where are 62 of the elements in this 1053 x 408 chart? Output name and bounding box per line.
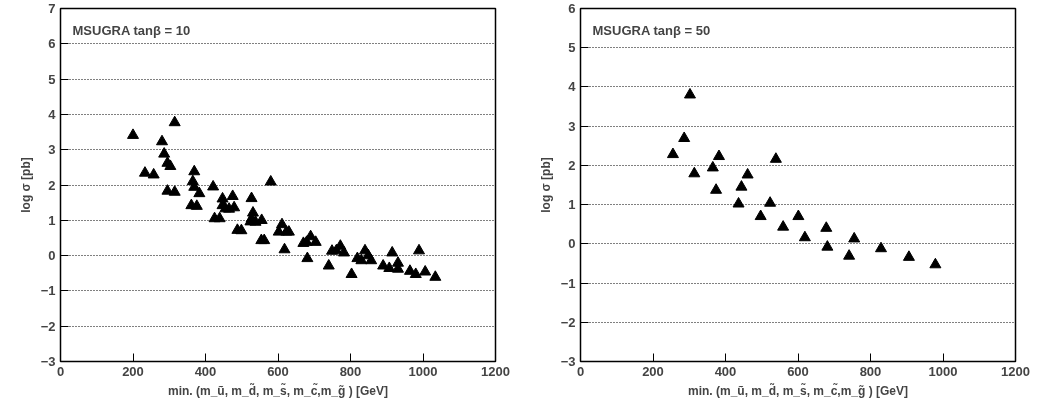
x-tick-label: 800: [859, 363, 882, 379]
point: [792, 209, 805, 221]
x-tick-label: 400: [194, 363, 217, 379]
x-axis-title: min. (m_ũ, m_d̃, m_s̃, m_c̃,m_g̃ ) [GeV]: [687, 382, 909, 398]
x-axis-title: min. (m_ũ, m_d̃, m_s̃, m_c̃,m_g̃ ) [GeV]: [167, 382, 389, 398]
y-tick-label: 2: [568, 157, 576, 173]
y-tick-label: 1: [48, 212, 56, 228]
point: [777, 220, 790, 231]
point: [902, 250, 915, 261]
x-tick-label: 600: [787, 363, 809, 379]
point: [678, 131, 691, 142]
y-tick-label: −2: [40, 318, 56, 334]
y-tick-label: 1: [568, 197, 576, 213]
y-axis-title: log σ [pb]: [538, 157, 553, 213]
y-tick-label: 2: [48, 177, 56, 193]
y-tick-label: 6: [48, 36, 56, 52]
point: [848, 231, 861, 243]
point: [754, 209, 767, 221]
y-tick-label: 7: [48, 1, 56, 16]
y-tick-label: −2: [560, 314, 576, 330]
x-tick-label: 1200: [1001, 363, 1030, 379]
point: [683, 87, 696, 99]
text: MSUGRA tanβ = 50: [592, 22, 711, 38]
y-tick-label: 0: [568, 236, 576, 252]
y-tick-label: 5: [48, 71, 56, 87]
text: MSUGRA tanβ = 10: [72, 22, 191, 38]
y-tick-label: 4: [48, 106, 57, 122]
point: [732, 196, 745, 208]
point: [666, 147, 679, 159]
point: [706, 160, 719, 172]
x-tick-label: 1000: [928, 363, 958, 379]
y-tick-label: 6: [568, 1, 576, 16]
y-tick-label: 3: [568, 118, 576, 134]
point: [843, 249, 856, 260]
point: [735, 180, 748, 191]
x-tick-label: 800: [339, 363, 362, 379]
y-tick-label: 3: [48, 142, 56, 158]
y-tick-label: 4: [568, 79, 577, 95]
y-tick-label: −1: [40, 283, 56, 299]
point: [929, 257, 942, 269]
x-tick-label: 200: [122, 363, 144, 379]
x-tick-label: 1000: [408, 363, 438, 379]
point: [764, 196, 777, 207]
x-tick-label: 400: [714, 363, 737, 379]
x-tick-label: 200: [642, 363, 664, 379]
y-tick-label: −3: [40, 354, 56, 369]
point: [769, 152, 782, 163]
point: [820, 221, 833, 232]
point: [710, 183, 723, 194]
y-tick-label: −3: [560, 354, 576, 369]
y-tick-label: −1: [560, 275, 576, 291]
y-tick-label: 0: [48, 248, 56, 264]
point: [798, 230, 811, 242]
y-tick-label: 5: [568, 40, 576, 56]
point: [712, 149, 725, 161]
y-axis-title: log σ [pb]: [18, 157, 33, 213]
point: [688, 166, 701, 178]
x-tick-label: 600: [267, 363, 289, 379]
x-tick-label: 1200: [481, 363, 510, 379]
point: [741, 167, 754, 179]
point: [821, 240, 834, 251]
point: [875, 241, 888, 253]
